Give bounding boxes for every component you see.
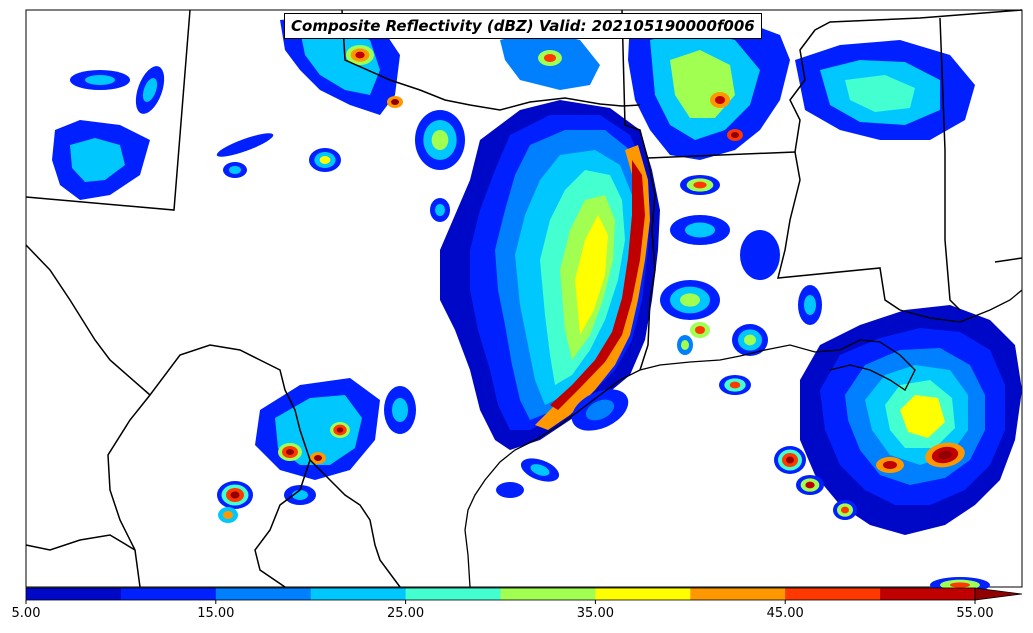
se-cluster-35 [900,395,945,438]
redriver-cluster-20 [300,28,380,95]
echo-cell [670,215,730,245]
echo-cell [833,500,857,520]
echo-cell [680,175,720,195]
colorbar-bin [785,588,881,600]
mexico-state-border-3 [254,459,311,588]
coastline [464,289,1023,588]
echo-cell [217,481,253,509]
radar-echoes [52,15,1022,593]
echo-cell [774,446,806,474]
colorbar-outline [25,587,976,601]
nm-border [25,9,191,211]
echo-cell [740,230,780,280]
rio-grande-border [25,244,401,588]
arkansas-louisiana-border [647,9,1023,159]
echo-cell [690,322,710,338]
colorbar-bin [500,588,596,600]
colorbar-tick-label: 15.00 [197,606,235,621]
echo-cell [798,285,822,325]
echo-cell [330,422,350,438]
main-band-35 [575,215,608,335]
echo-cell [384,386,416,434]
echo-cell [660,280,720,320]
ne-cluster-25 [845,75,915,112]
echo-cell [387,96,403,108]
colorbar [25,587,1023,604]
map-title: Composite Reflectivity (dBZ) Valid: 2021… [284,13,762,39]
colorbar-bin [26,588,122,600]
colorbar-bin [310,588,407,600]
echo-cell [571,389,629,431]
echo-cell [430,198,450,222]
west-cluster-20 [70,138,125,182]
texas-coast [464,369,641,588]
echo-cell [796,475,824,495]
echo-cell [70,70,130,90]
colorbar-bin [595,588,691,600]
mississippi-river-border [777,151,901,311]
colorbar-bin [690,588,786,600]
red-river-border [341,9,641,111]
texas-louisiana-border [639,159,656,371]
echo-cell [216,133,274,157]
echo-cell [925,442,965,468]
echo-cell [309,148,341,172]
colorbar-bin [120,588,217,600]
echo-cell [677,335,693,355]
echo-cell [218,507,238,523]
state-boundaries [25,9,1023,588]
oklahoma-arkansas-border [621,9,649,161]
colorbar-tick-label: 35.00 [576,606,614,621]
echo-cell [278,443,302,461]
alabama-florida-border [994,257,1023,263]
colorbar-tick-label: 45.00 [766,606,804,621]
echo-cell [496,482,524,498]
colorbar-tick-label: 5.00 [11,606,41,621]
echo-cell [415,110,465,170]
echo-cell [727,129,743,141]
echo-cell [710,92,730,108]
colorbar-bin [215,588,312,600]
echo-cell [876,457,904,473]
echo-cell [223,162,247,178]
echo-cell [346,45,374,65]
colorbar-extend-arrow [974,587,1023,601]
echo-cell [719,375,751,395]
mexico-state-border-2 [25,534,136,551]
colorbar-tick-label: 55.00 [956,606,994,621]
echo-cell [310,452,326,464]
colorbar-tick-label: 25.00 [386,606,425,621]
echo-cell [538,50,562,66]
echo-cell [732,324,768,356]
echo-cell [135,66,165,114]
colorbar-bin [405,588,501,600]
louisiana-coast [639,339,916,391]
echo-cell [520,458,560,482]
colorbar-bin [880,588,976,600]
mississippi-alabama-border [939,17,961,311]
mississippi-alabama-coast [899,289,1023,323]
squall-50 [550,160,645,410]
